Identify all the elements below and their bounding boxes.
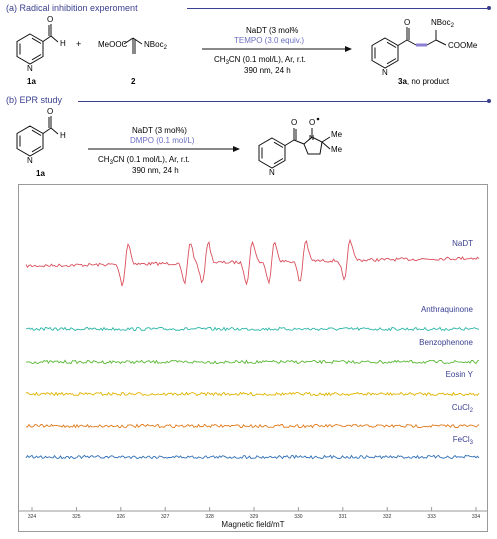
dmpo-me2: Me [331,145,343,154]
series-label-cucl: CuCl2 [452,403,474,414]
section-a-divider-dot [487,6,491,10]
trace-fecl [25,454,480,460]
epr-spectra-chart: NaDT Anthraquinone Benzophenone Eosin Y CuCl… [18,184,488,532]
cond-b-1: NaDT (3 mol%) [132,126,187,135]
trace-benzophenone [25,359,480,365]
series-label-nadt: NaDT [452,239,473,248]
product-amine: NBoc2 [431,18,455,29]
x-tick-label: 329 [250,514,259,520]
cond-a-2: TEMPO (3.0 equiv.) [234,36,304,45]
section-a-header: (a) Radical inhibition experoment [6,3,138,13]
aldehyde-o-a: O [47,15,53,24]
x-tick-label: 330 [294,514,303,520]
x-axis-label: Magnetic field/mT [221,520,284,529]
dmpo-me1: Me [331,130,343,139]
x-tick-label: 332 [383,514,392,520]
cond-b-3: CH3CN (0.1 mol/L), Ar, r.t. [98,155,190,166]
cond-b-4: 390 nm, 24 h [132,166,179,175]
reactant-2-amine: NBoc2 [144,40,168,51]
radical-dot [316,117,320,121]
cond-b-2: DMPO (0.1 mol/L) [130,136,195,145]
product-o-a: O [404,18,410,27]
cond-a-4: 390 nm, 24 h [244,66,291,75]
reactant-1a-structure [16,24,59,65]
x-tick-label: 331 [339,514,348,520]
label-2: 2 [131,77,136,86]
x-tick-label: 324 [28,514,37,520]
series-label-fecl: FeCl3 [453,435,474,446]
reactant-2-structure [123,37,143,54]
dmpo-nitroxide-o: O [309,118,315,127]
cond-a-3: CH3CN (0.1 mol/L), Ar, r.t. [214,55,306,66]
x-tick-label: 328 [205,514,214,520]
product-3a-structure [371,27,447,69]
cond-a-1: NaDT (3 mol% [246,26,298,35]
section-a-divider [187,8,490,9]
product-label-3a: 3a, no product [398,77,450,86]
product-pyridine-n: N [382,68,388,77]
pyridine-n-a: N [27,64,33,73]
series-label-eosin-y: Eosin Y [446,370,474,379]
chart-frame [18,184,488,532]
product-ester: COOMe [448,41,478,50]
aldehyde-o-b: O [47,107,53,116]
x-tick-label: 327 [161,514,170,520]
section-b-scheme: O H N 1a NaDT (3 mol%) DMPO (0.1 mol/L) … [16,107,343,178]
trace-nadt [25,238,480,287]
reactant-2-ester: MeOOC [98,40,128,49]
dmpo-n: N [309,135,314,142]
aldehyde-h-a: H [60,39,66,48]
dmpo-pyridine-n: N [269,168,275,177]
section-a-scheme: O H N 1a + MeOOC NBoc2 2 NaDT (3 mol% TE… [16,15,478,86]
section-b-divider-dot [487,99,491,103]
aldehyde-h-b: H [60,131,66,140]
x-tick-label: 333 [427,514,436,520]
reaction-arrowhead-a [345,46,352,52]
section-b-divider [78,101,490,102]
x-tick-label: 334 [472,514,481,520]
section-b-header: (b) EPR study [6,95,63,105]
x-tick-label: 326 [117,514,126,520]
label-1a-b: 1a [36,169,45,178]
series-label-anthraquinone: Anthraquinone [421,305,474,314]
reaction-arrowhead-b [233,146,240,152]
reactant-1a-structure-b [16,116,59,157]
dmpo-o-carbonyl: O [291,118,297,127]
plus-sign: + [76,39,81,49]
dmpo-adduct-structure [258,128,331,169]
trace-anthraquinone [25,326,480,332]
trace-cucl [25,423,480,429]
x-tick-label: 325 [72,514,81,520]
trace-eosin-y [25,391,480,397]
label-1a-a: 1a [27,77,36,86]
series-label-benzophenone: Benzophenone [419,338,473,347]
pyridine-n-b: N [27,156,33,165]
